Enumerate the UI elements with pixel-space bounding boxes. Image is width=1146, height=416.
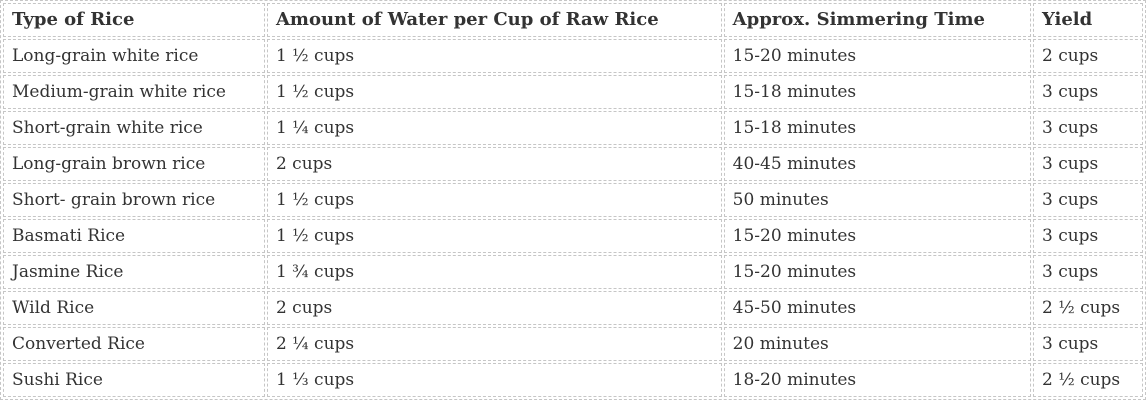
table-cell: 3 cups (1032, 327, 1143, 361)
table-cell: Basmati Rice (3, 219, 265, 253)
table-cell: Short- grain brown rice (3, 183, 265, 217)
table-cell: 1 ⅓ cups (266, 363, 722, 397)
table-cell: 3 cups (1032, 255, 1143, 289)
table-cell: Wild Rice (3, 291, 265, 325)
column-header: Amount of Water per Cup of Raw Rice (266, 3, 722, 37)
table-cell: 2 cups (266, 291, 722, 325)
table-cell: 2 cups (266, 147, 722, 181)
table-cell: Long-grain white rice (3, 39, 265, 73)
table-row: Wild Rice 2 cups 45-50 minutes 2 ½ cups (3, 291, 1143, 325)
table-cell: 3 cups (1032, 183, 1143, 217)
column-header: Yield (1032, 3, 1143, 37)
table-cell: 15-20 minutes (723, 219, 1031, 253)
table-cell: 1 ¾ cups (266, 255, 722, 289)
table-cell: 15-18 minutes (723, 75, 1031, 109)
table-cell: Sushi Rice (3, 363, 265, 397)
table-cell: 1 ½ cups (266, 219, 722, 253)
column-header: Approx. Simmering Time (723, 3, 1031, 37)
table-row: Converted Rice 2 ¼ cups 20 minutes 3 cups (3, 327, 1143, 361)
table-cell: 1 ¼ cups (266, 111, 722, 145)
table-cell: 2 ½ cups (1032, 291, 1143, 325)
table-cell: 3 cups (1032, 219, 1143, 253)
table-row: Short- grain brown rice 1 ½ cups 50 minute… (3, 183, 1143, 217)
table-row: Long-grain white rice 1 ½ cups 15-20 minut… (3, 39, 1143, 73)
table-cell: 15-20 minutes (723, 255, 1031, 289)
rice-cooking-table: Type of Rice Amount of Water per Cup of R… (0, 0, 1146, 400)
table-cell: 15-20 minutes (723, 39, 1031, 73)
table-row: Jasmine Rice 1 ¾ cups 15-20 minutes 3 cups (3, 255, 1143, 289)
table-cell: Long-grain brown rice (3, 147, 265, 181)
table-cell: 2 ½ cups (1032, 363, 1143, 397)
table-cell: 40-45 minutes (723, 147, 1031, 181)
table-cell: 15-18 minutes (723, 111, 1031, 145)
table-cell: 45-50 minutes (723, 291, 1031, 325)
table-cell: 1 ½ cups (266, 39, 722, 73)
table-cell: 3 cups (1032, 75, 1143, 109)
table-cell: Medium-grain white rice (3, 75, 265, 109)
table-cell: 2 cups (1032, 39, 1143, 73)
table-cell: 18-20 minutes (723, 363, 1031, 397)
table-cell: 3 cups (1032, 111, 1143, 145)
table-cell: 1 ½ cups (266, 183, 722, 217)
table-cell: Jasmine Rice (3, 255, 265, 289)
table-cell: 50 minutes (723, 183, 1031, 217)
table-row: Short-grain white rice 1 ¼ cups 15-18 minu… (3, 111, 1143, 145)
table-cell: 2 ¼ cups (266, 327, 722, 361)
table-row: Long-grain brown rice 2 cups 40-45 minutes… (3, 147, 1143, 181)
table-row: Sushi Rice 1 ⅓ cups 18-20 minutes 2 ½ cups (3, 363, 1143, 397)
header-row: Type of Rice Amount of Water per Cup of R… (3, 3, 1143, 37)
table-cell: 1 ½ cups (266, 75, 722, 109)
column-header: Type of Rice (3, 3, 265, 37)
table-cell: Short-grain white rice (3, 111, 265, 145)
table-cell: Converted Rice (3, 327, 265, 361)
table-row: Basmati Rice 1 ½ cups 15-20 minutes 3 cups (3, 219, 1143, 253)
table-cell: 3 cups (1032, 147, 1143, 181)
table-cell: 20 minutes (723, 327, 1031, 361)
table-row: Medium-grain white rice 1 ½ cups 15-18 min… (3, 75, 1143, 109)
